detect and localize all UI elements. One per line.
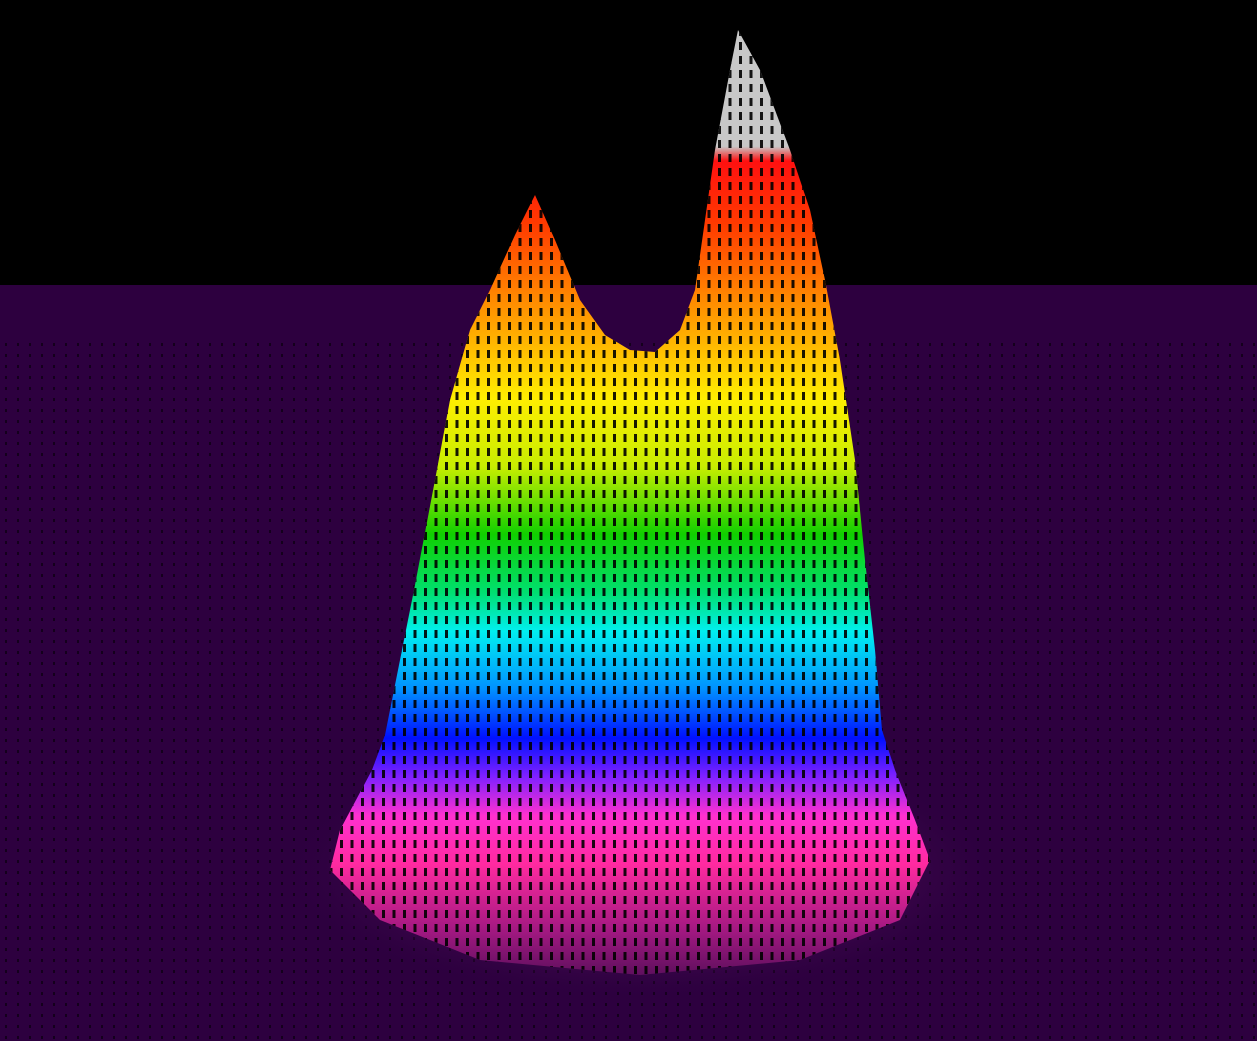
surface-render <box>0 30 1257 1041</box>
page <box>0 30 1257 1041</box>
